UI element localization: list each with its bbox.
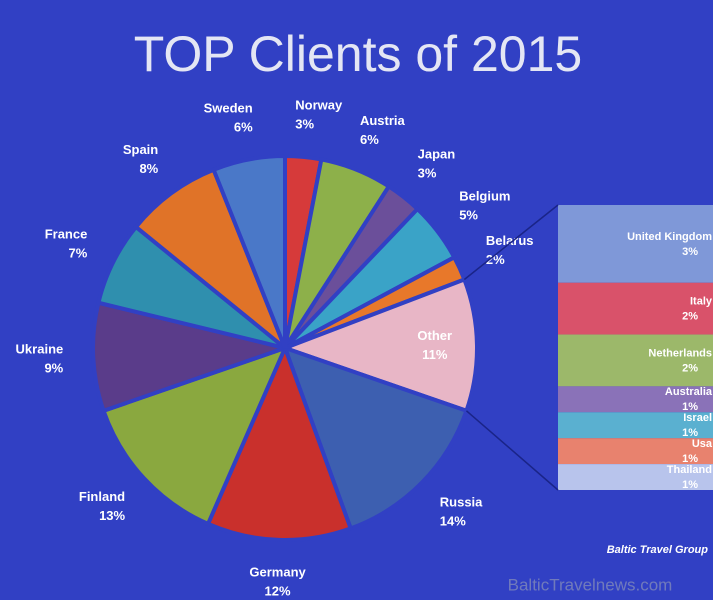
- bar-value-label: 3%: [682, 246, 698, 258]
- bar-label: Australia: [665, 386, 713, 398]
- bar-label: Israel: [683, 412, 712, 424]
- bar-segment: [558, 334, 713, 387]
- slice-value-label: 3%: [418, 166, 437, 181]
- pie-slice: [279, 276, 479, 414]
- pie-slice: [101, 344, 289, 527]
- source: Baltic Travel Group: [607, 544, 709, 556]
- slice-value-label: 2%: [486, 252, 505, 267]
- bar-segment: [558, 282, 713, 335]
- pie-slice: [281, 344, 469, 531]
- slice-label: Norway: [295, 97, 343, 112]
- bar-label: United Kingdom: [627, 231, 712, 243]
- bar-value-label: 1%: [682, 401, 698, 413]
- slice-label: Ukraine: [16, 342, 64, 357]
- slice-label: Belgium: [459, 189, 510, 204]
- slice-label: Spain: [123, 142, 158, 157]
- slice-label: Russia: [440, 495, 483, 510]
- pie-slice: [211, 153, 287, 349]
- chart-title: TOP Clients of 2015: [134, 26, 582, 82]
- slice-value-label: 14%: [440, 514, 466, 529]
- slice-label: Belarus: [486, 233, 534, 248]
- watermark: BalticTravelnews.com: [508, 575, 673, 594]
- slice-value-label: 11%: [422, 347, 448, 362]
- pie-slice: [205, 342, 354, 542]
- slice-value-label: 3%: [295, 116, 314, 131]
- slice-label: France: [45, 227, 88, 242]
- bar-value-label: 2%: [682, 311, 698, 323]
- slice-label: Germany: [249, 564, 306, 579]
- slice-label: Finland: [79, 489, 125, 504]
- slice-value-label: 5%: [459, 208, 478, 223]
- bar-value-label: 1%: [682, 427, 698, 439]
- bar-segment: [558, 438, 713, 465]
- connector-line: [465, 410, 559, 491]
- slice-label: Other: [417, 328, 452, 343]
- slice-label: Austria: [360, 113, 406, 128]
- bar-value-label: 2%: [682, 362, 698, 374]
- bar-segment: [558, 412, 713, 439]
- connector-line: [463, 204, 559, 281]
- bar-label: Netherlands: [648, 347, 712, 359]
- pie-slice: [91, 300, 293, 414]
- bar-label: Thailand: [667, 464, 712, 476]
- slice-value-label: 6%: [360, 132, 379, 147]
- slice-label: Sweden: [204, 101, 253, 116]
- bar-label: Usa: [692, 438, 713, 450]
- bar-segment: [558, 205, 713, 283]
- slice-value-label: 6%: [234, 120, 253, 135]
- slice-value-label: 12%: [265, 583, 291, 598]
- bar-value-label: 1%: [682, 453, 698, 465]
- slice-value-label: 13%: [99, 508, 125, 523]
- slice-label: Japan: [418, 147, 456, 162]
- bar-value-label: 1%: [682, 479, 698, 491]
- slice-value-label: 9%: [44, 361, 63, 376]
- bar-segment: [558, 386, 713, 413]
- bar-label: Italy: [690, 296, 713, 308]
- slice-value-label: 8%: [139, 161, 158, 176]
- slice-value-label: 7%: [69, 246, 88, 261]
- bar-segment: [558, 464, 713, 490]
